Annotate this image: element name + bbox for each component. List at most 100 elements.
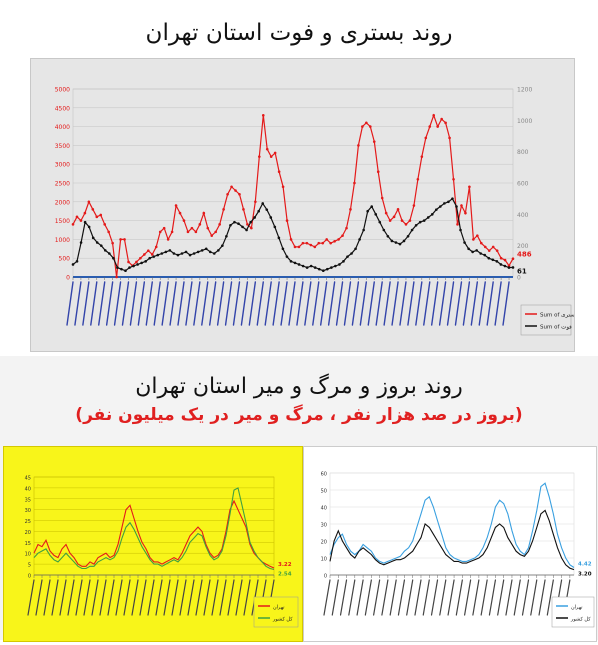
x-tick-label xyxy=(397,579,406,616)
data-point xyxy=(75,260,79,263)
data-point xyxy=(380,196,384,200)
x-tick-label xyxy=(464,579,472,616)
x-tick-label xyxy=(187,579,195,616)
x-tick-label xyxy=(67,579,75,616)
x-tick-label xyxy=(224,281,233,326)
y-tick-label: 1500 xyxy=(55,218,70,225)
data-point xyxy=(483,245,487,249)
data-point xyxy=(321,269,325,273)
x-tick-label xyxy=(155,579,163,616)
x-tick-label xyxy=(339,579,348,616)
data-point xyxy=(467,247,470,251)
data-point xyxy=(225,234,228,238)
data-point xyxy=(451,197,454,200)
data-point xyxy=(172,252,176,255)
data-point xyxy=(71,223,75,226)
y-tick-label: 2500 xyxy=(55,181,70,188)
data-point xyxy=(424,136,428,140)
incidence-chart-panel: 0 5 10 15 20 25 30 35 40 45 3.22 2.54 تهران کل کشور xyxy=(3,446,303,642)
data-point xyxy=(269,155,273,158)
data-point xyxy=(447,200,450,204)
data-point xyxy=(281,247,285,251)
data-point xyxy=(245,228,248,232)
data-point xyxy=(158,230,162,234)
data-point xyxy=(253,216,256,219)
data-point xyxy=(354,247,357,251)
data-point xyxy=(212,252,216,255)
data-point xyxy=(439,205,442,208)
data-point xyxy=(479,252,483,255)
data-point xyxy=(499,263,503,266)
section-title: روند بروز و مرگ و میر استان تهران xyxy=(135,374,463,399)
data-point xyxy=(116,266,119,269)
legend-entry: تهران xyxy=(571,605,583,611)
data-point xyxy=(341,234,344,237)
x-tick-label xyxy=(497,579,505,616)
data-point xyxy=(289,260,293,263)
data-point xyxy=(273,151,277,155)
x-tick-label xyxy=(219,579,227,616)
x-tick-label xyxy=(351,281,360,326)
x-tick-label xyxy=(323,579,331,616)
y2-tick-label: 0 xyxy=(517,275,521,282)
data-point xyxy=(346,255,349,258)
data-point xyxy=(326,267,329,271)
legend-entry: Sum of بستری xyxy=(540,313,574,319)
data-point xyxy=(208,250,212,254)
x-tick-label xyxy=(422,579,430,616)
end-value-label: 3.20 xyxy=(578,572,592,578)
data-point xyxy=(408,219,412,222)
data-point xyxy=(353,181,356,185)
data-point xyxy=(430,213,434,216)
data-point xyxy=(202,211,206,215)
x-tick-label xyxy=(123,579,131,616)
data-point xyxy=(503,264,507,268)
data-point xyxy=(414,224,418,227)
y-tick-label: 4000 xyxy=(55,124,70,131)
data-point xyxy=(511,266,515,269)
data-point xyxy=(313,245,317,249)
data-point xyxy=(372,140,376,143)
x-tick-label xyxy=(113,281,122,326)
data-point xyxy=(174,204,178,207)
x-tick-label xyxy=(74,281,82,326)
x-tick-label xyxy=(447,579,455,616)
data-point xyxy=(103,223,107,226)
data-point xyxy=(398,242,402,246)
data-point xyxy=(410,228,414,232)
data-point xyxy=(507,266,511,269)
y-tick-label: 45 xyxy=(25,476,31,482)
data-point xyxy=(378,220,382,224)
x-tick-label xyxy=(235,579,243,616)
data-point xyxy=(269,216,273,219)
x-tick-label xyxy=(216,281,225,326)
x-tick-label xyxy=(335,281,344,326)
data-point xyxy=(258,155,261,158)
series-line xyxy=(329,482,575,568)
x-tick-label xyxy=(478,281,486,326)
data-point xyxy=(426,216,430,219)
x-tick-label xyxy=(407,281,415,326)
x-tick-label xyxy=(163,579,171,616)
data-point xyxy=(285,219,289,222)
x-tick-label xyxy=(35,579,43,616)
data-point xyxy=(475,249,478,252)
data-point xyxy=(83,220,87,224)
y-tick-label: 20 xyxy=(25,530,31,536)
data-point xyxy=(309,264,313,268)
data-point xyxy=(503,258,507,262)
x-tick-label xyxy=(381,579,389,616)
data-point xyxy=(289,238,293,241)
data-point xyxy=(79,241,83,244)
x-tick-label xyxy=(272,281,280,326)
data-point xyxy=(394,241,398,244)
data-point xyxy=(313,266,317,269)
data-point xyxy=(238,192,241,196)
data-point xyxy=(365,121,368,125)
data-point xyxy=(464,211,467,215)
x-tick-label xyxy=(99,579,107,616)
data-point xyxy=(455,205,458,208)
x-tick-label xyxy=(446,281,455,326)
data-point xyxy=(162,226,166,230)
x-tick-label xyxy=(389,579,397,616)
